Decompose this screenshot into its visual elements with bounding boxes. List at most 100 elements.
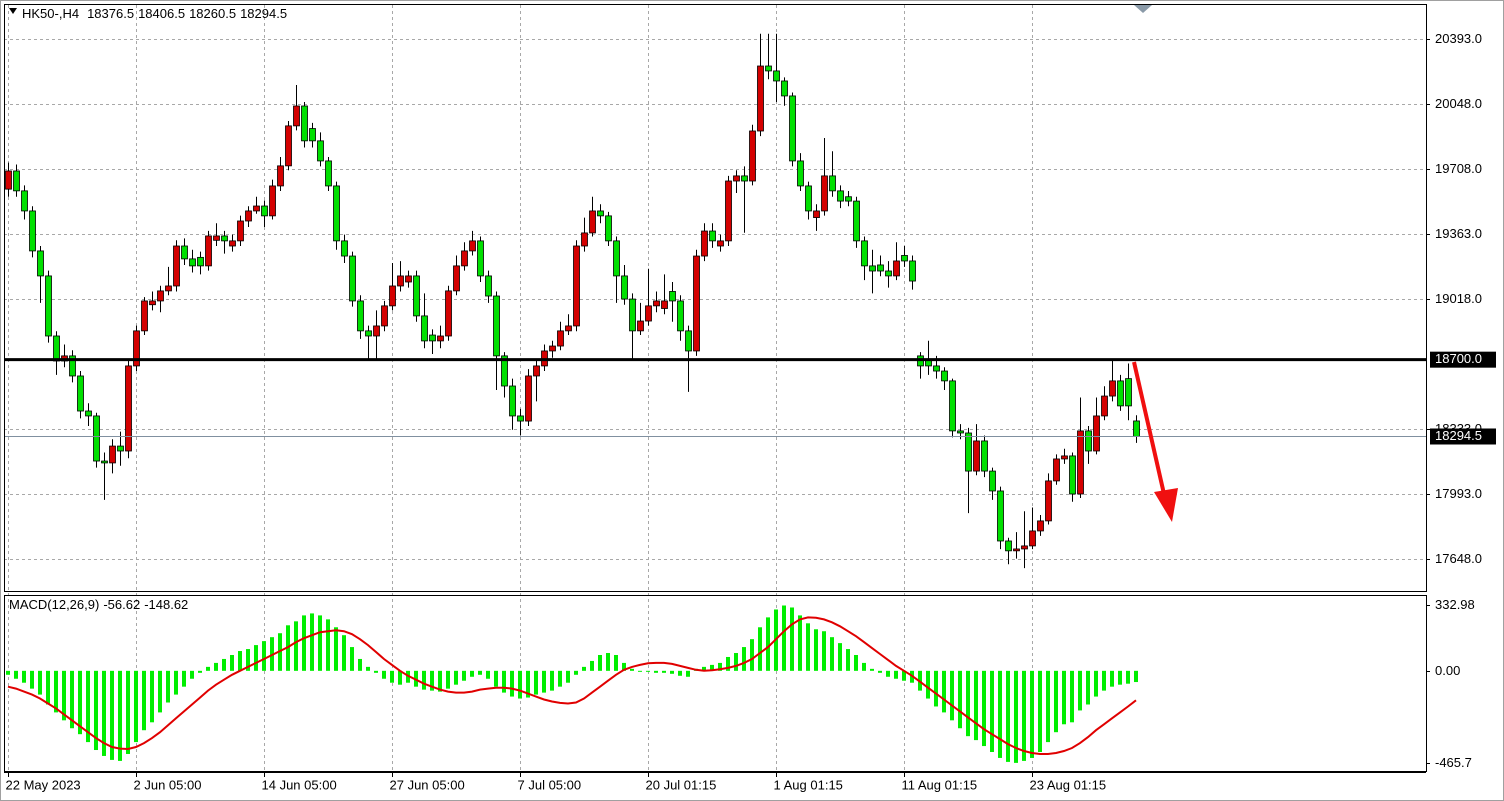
- x-tick-label: 14 Jun 05:00: [262, 777, 337, 792]
- macd-bar: [94, 670, 98, 751]
- macd-bar: [158, 670, 162, 713]
- symbol: HK50-,H4: [22, 6, 79, 21]
- candle-body: [1133, 420, 1140, 437]
- candle-body: [445, 290, 452, 337]
- y-tick-label: -465.7: [1435, 755, 1472, 770]
- macd-bar: [358, 658, 362, 671]
- candle-body: [325, 160, 332, 187]
- candle-body: [653, 300, 660, 307]
- candle-body: [189, 258, 196, 267]
- current-price-label: 18294.5: [1435, 428, 1482, 443]
- macd-bar: [1118, 670, 1122, 685]
- candle-body: [1109, 380, 1116, 397]
- candle-body: [421, 315, 428, 342]
- macd-bar: [454, 670, 458, 685]
- macd-bar: [582, 666, 586, 671]
- macd-bar: [126, 670, 130, 754]
- candle-body: [773, 70, 780, 82]
- candle-body: [637, 320, 644, 332]
- candle-body: [533, 365, 540, 377]
- symbol-menu-triangle: [9, 8, 17, 14]
- macd-bar: [742, 647, 746, 671]
- candle-body: [405, 275, 412, 283]
- macd-bar: [334, 627, 338, 671]
- candle-body: [117, 445, 124, 452]
- macd-bar: [806, 623, 810, 671]
- candle-body: [253, 205, 260, 212]
- candle-body: [1045, 480, 1052, 522]
- candle-body: [1005, 540, 1012, 552]
- y-tick-label: 0.00: [1435, 663, 1460, 678]
- macd-bar: [958, 670, 962, 729]
- macd-bar: [38, 670, 42, 695]
- macd-bar: [150, 670, 154, 723]
- macd-bar: [1022, 670, 1026, 761]
- macd-bar: [838, 643, 842, 671]
- y-tick-label: 17648.0: [1435, 551, 1482, 566]
- macd-bar: [382, 670, 386, 679]
- candle-body: [141, 300, 148, 332]
- macd-bar: [22, 670, 26, 683]
- macd-bar: [54, 670, 58, 713]
- macd-bar: [710, 664, 714, 671]
- candle-body: [245, 210, 252, 222]
- candle-body: [365, 330, 372, 337]
- macd-bar: [566, 670, 570, 683]
- macd-bar: [878, 670, 882, 673]
- macd-bar: [262, 641, 266, 671]
- macd-bar: [1126, 670, 1130, 684]
- candle-body: [157, 290, 164, 302]
- macd-bar: [502, 670, 506, 693]
- y-tick-label: 19018.0: [1435, 291, 1482, 306]
- macd-bar: [1030, 670, 1034, 758]
- macd-bar: [854, 654, 858, 671]
- candle-body: [181, 245, 188, 260]
- candle-body: [909, 260, 916, 282]
- macd-bar: [86, 670, 90, 743]
- candle-body: [493, 295, 500, 357]
- candle-body: [589, 210, 596, 234]
- signal-last: -148.62: [144, 597, 188, 612]
- macd-bar: [590, 660, 594, 671]
- macd-bar: [1070, 670, 1074, 723]
- candle-body: [749, 130, 756, 182]
- macd-bar: [718, 662, 722, 671]
- x-tick-label: 23 Aug 01:15: [1030, 777, 1107, 792]
- macd-bar: [206, 666, 210, 671]
- last-close: 18294.5: [240, 6, 287, 21]
- macd-bar: [30, 670, 34, 689]
- macd-bar: [934, 670, 938, 707]
- candle-body: [877, 264, 884, 272]
- candle-body: [1013, 548, 1020, 552]
- macd-bar: [174, 670, 178, 695]
- candle-body: [357, 300, 364, 332]
- candle-body: [661, 300, 668, 309]
- candle-body: [309, 128, 316, 142]
- macd-bar: [822, 631, 826, 671]
- macd-bar: [1014, 670, 1018, 763]
- candle-body: [453, 265, 460, 292]
- candle-body: [901, 255, 908, 262]
- macd-bar: [310, 613, 314, 671]
- macd-bar: [814, 629, 818, 671]
- candle-body: [845, 196, 852, 202]
- macd-bar: [534, 670, 538, 695]
- macd-bar: [1046, 670, 1050, 743]
- macd-bar: [390, 670, 394, 683]
- candle-body: [373, 325, 380, 337]
- macd-bar: [486, 670, 490, 679]
- macd-bar: [214, 662, 218, 671]
- last-high: 18406.5: [138, 6, 185, 21]
- x-tick-label: 20 Jul 01:15: [646, 777, 717, 792]
- candle-body: [125, 365, 132, 452]
- candle-body: [5, 170, 12, 190]
- macd-bar: [222, 658, 226, 671]
- macd-bar: [886, 670, 890, 677]
- candle-body: [869, 265, 876, 272]
- candle-body: [557, 330, 564, 347]
- macd-bar: [646, 670, 650, 672]
- macd-bar: [734, 653, 738, 671]
- candle-body: [629, 298, 636, 332]
- candle-body: [997, 490, 1004, 542]
